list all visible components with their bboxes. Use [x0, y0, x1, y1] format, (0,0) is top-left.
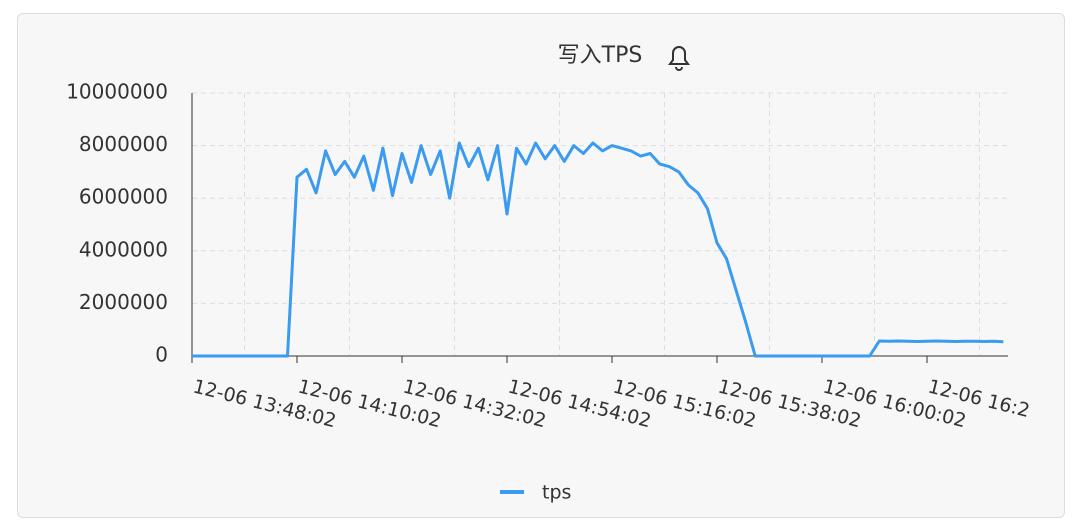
bell-icon [668, 46, 690, 71]
data-line [192, 141, 1004, 358]
y-tick-label: 8000000 [79, 132, 168, 156]
y-tick-label: 4000000 [79, 237, 168, 261]
y-tick-label: 2000000 [79, 290, 168, 314]
chart-title: 写入TPS [558, 43, 643, 68]
y-tick-label: 10000000 [66, 80, 168, 104]
legend-label: tps [542, 482, 571, 504]
y-tick-label: 0 [155, 343, 168, 367]
y-tick-label: 6000000 [79, 185, 168, 209]
